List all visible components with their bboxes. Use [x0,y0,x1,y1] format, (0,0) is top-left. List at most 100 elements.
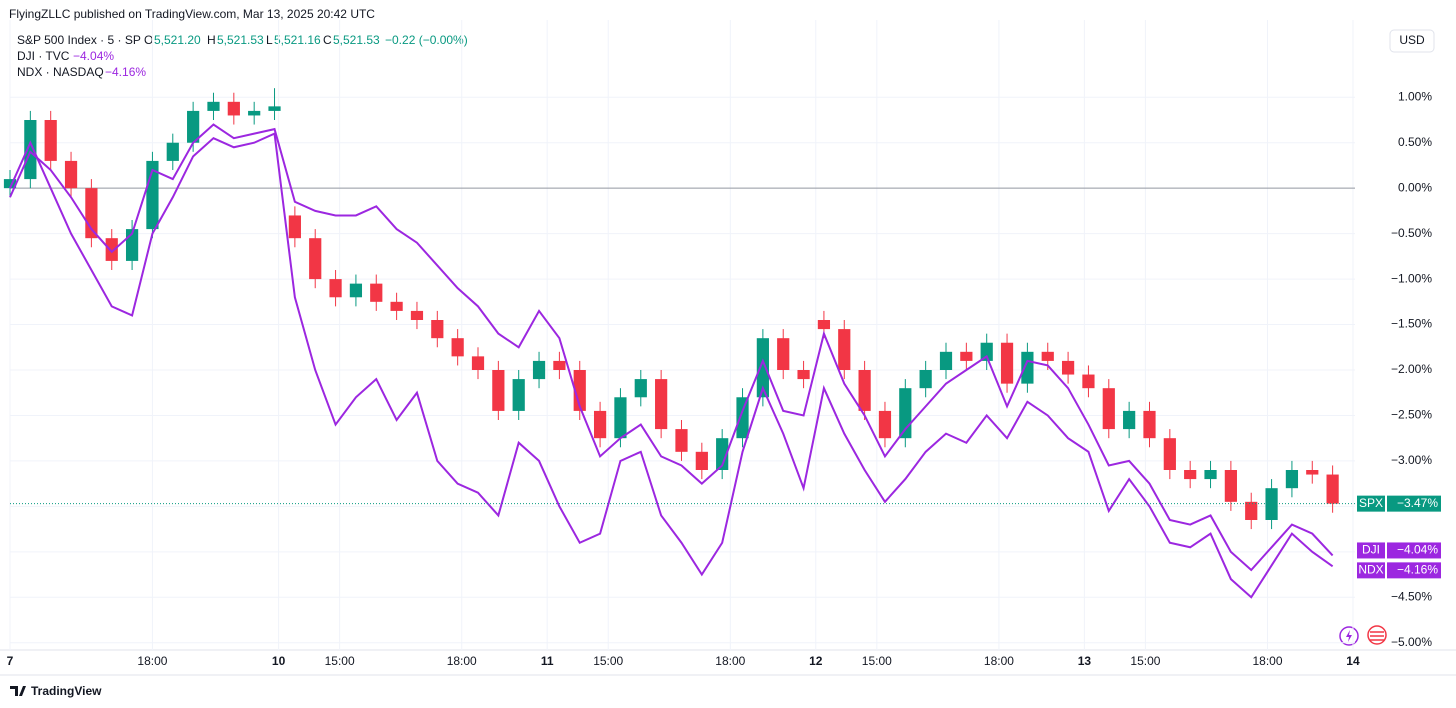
candle-body [512,379,525,411]
x-tick-label: 18:00 [137,654,167,668]
candle-body [288,215,301,239]
y-tick-label: −1.00% [1391,271,1432,285]
candle-body [655,379,668,430]
candle-body [1082,374,1095,389]
tag-name-box [1357,495,1385,512]
candle-body [614,397,627,439]
tag-name: DJI [1362,543,1380,557]
plot [3,20,1355,650]
tag-value: −4.16% [1397,563,1438,577]
candle-body [1204,470,1217,480]
x-tick-label: 15:00 [862,654,892,668]
y-tick-label: −2.00% [1391,362,1432,376]
candle-body [1143,410,1156,439]
y-tick-label: −0.50% [1391,226,1432,240]
y-tick-label: 0.50% [1398,135,1432,149]
candle-body [349,283,363,298]
x-tick-label: 13 [1078,654,1092,668]
y-tick-label: 0.00% [1398,180,1432,194]
candle-body [532,360,546,380]
x-tick-label: 7 [7,654,14,668]
lightning-icon[interactable] [1339,626,1359,646]
legend-value: −4.04% [73,49,114,63]
candle-body [1061,360,1075,375]
candle-body [1306,470,1319,475]
legend-name: DJI · TVC [17,49,70,63]
tag-name: NDX [1358,563,1383,577]
candle-body [471,356,485,370]
tag-value: −4.04% [1397,543,1438,557]
candle-body [1163,438,1176,470]
tag-value-box [1387,495,1441,512]
candle-body [390,301,403,311]
y-tick-label: −3.00% [1391,453,1432,467]
ohlc-value: 5,521.53 [333,33,380,47]
ohlc-value: 5,521.53 [217,33,264,47]
ohlc-value: 5,521.16 [274,33,321,47]
candle-body [1326,474,1339,504]
candle-body [1184,470,1197,480]
legend-name: NDX · NASDAQ [17,65,104,79]
candle-body [268,106,281,111]
line-series [9,132,1334,599]
candle-body [1224,470,1237,502]
candle-body [451,338,464,357]
candle-body [166,142,179,161]
y-tick-label: −1.50% [1391,317,1432,331]
candle-body [24,120,37,180]
ohlc-key: C [323,33,332,47]
candle-body [44,120,57,161]
flag-icon[interactable] [1367,625,1387,645]
tag-name-box [1357,562,1385,579]
y-tick-label: 1.00% [1398,89,1432,103]
candle-body [3,179,17,189]
icons [1339,625,1387,646]
currency-button[interactable] [1389,29,1435,53]
candle-body [695,451,708,470]
candle-body [1041,351,1054,361]
legend: S&P 500 Index · 5 · SP O 5,521.20 H 5,52… [17,33,468,79]
change: −0.22 (−0.00%) [385,33,468,47]
candle-body [878,410,892,439]
ohlc-key: H [207,33,216,47]
candle-body [187,110,200,143]
candle-body [675,429,688,452]
candle-body [716,438,729,470]
x-tick-label: 11 [541,654,554,668]
candle-body [492,370,505,411]
legend-value: −4.16% [105,65,146,79]
candle-body [248,110,261,116]
candle-body [370,283,383,302]
candle-body [858,370,871,411]
candle-body [410,310,424,320]
candle-body [85,188,98,239]
symbol: S&P 500 Index · 5 · SP [17,33,141,47]
candle-body [553,360,566,370]
candle-body [105,238,118,261]
tag-name-box [1357,542,1385,559]
candle-body [431,320,444,339]
candle-body [1265,488,1278,520]
y-tick-label: −2.50% [1391,408,1432,422]
candle-body [838,329,851,370]
candle-body [736,397,749,439]
candle-body [817,320,831,330]
tag-name: SPX [1359,496,1383,510]
brand: TradingView [31,684,102,698]
candle-body [1102,388,1115,430]
y-tick-label: −4.50% [1391,589,1432,603]
candle-body [797,370,810,380]
candle-body [960,351,973,361]
ohlc-key: L [266,33,273,47]
x-tick-label: 18:00 [1252,654,1282,668]
candle-body [980,342,993,361]
x-tick-label: 18:00 [447,654,477,668]
candle-body [777,338,790,370]
candle-body [64,160,78,189]
ohlc-value: 5,521.20 [154,33,201,47]
x-tick-label: 12 [809,654,823,668]
x-tick-label: 15:00 [325,654,355,668]
line-series [9,123,1334,572]
brand-logo [10,686,26,696]
